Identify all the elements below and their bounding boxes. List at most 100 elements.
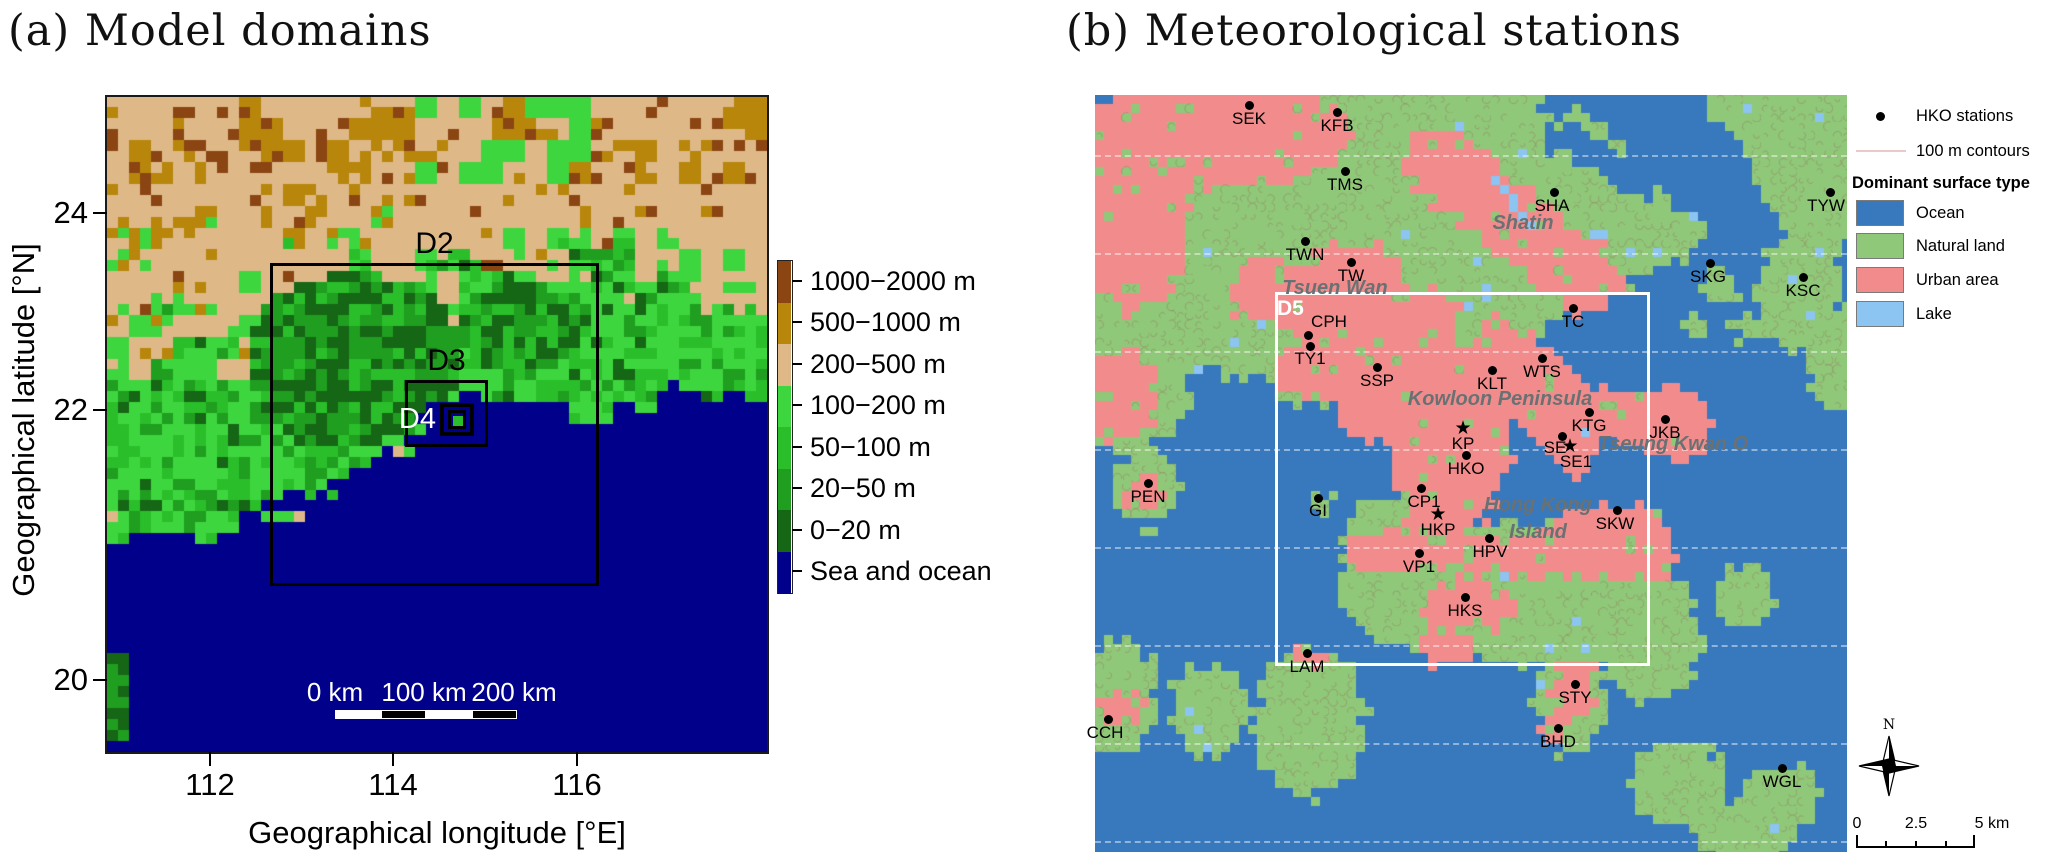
station-marker-SHA [1550, 188, 1559, 197]
legend-urban-area-label: Urban area [1916, 271, 1999, 289]
station-marker-SKW [1613, 506, 1622, 515]
station-marker-GI [1314, 494, 1323, 503]
station-label-HKS: HKS [1447, 601, 1483, 620]
colorbar-label: 500−1000 m [810, 307, 961, 338]
x-axis-tick-label-114: 114 [368, 767, 418, 802]
station-label-TMS: TMS [1327, 175, 1363, 194]
colorbar-segment [778, 344, 791, 386]
station-marker-TYW [1826, 188, 1835, 197]
innermost-domain-land-pixel [453, 416, 463, 426]
station-label-TW: TW [1337, 266, 1365, 285]
station-label-HPV: HPV [1472, 542, 1508, 561]
legend-surface-header: Dominant surface type [1852, 174, 2030, 192]
graticule-line [1095, 547, 1847, 549]
legend-ocean-label: Ocean [1916, 204, 1965, 222]
place-name-2: Kowloon Peninsula [1407, 388, 1593, 410]
graticule-line [1095, 841, 1847, 843]
station-marker-KFB [1333, 108, 1342, 117]
y-axis-tick-label-22: 22 [53, 392, 88, 427]
domain-label-D4: D4 [398, 402, 436, 435]
station-label-TY1: TY1 [1294, 349, 1326, 368]
colorbar-label: 200−500 m [810, 348, 946, 379]
scalebar-b-label-2-5: 2.5 [1904, 815, 1928, 832]
station-label-SEK: SEK [1231, 109, 1267, 128]
domain-label-D3: D3 [427, 344, 466, 377]
station-marker-CPH [1304, 331, 1313, 340]
model-domain-box-D3 [405, 380, 488, 447]
elevation-map-canvas [107, 97, 767, 752]
station-marker-CP1 [1417, 484, 1426, 493]
x-axis-title: Geographical longitude [°E] [248, 815, 626, 850]
model-domain-box-D2 [270, 263, 599, 586]
station-marker-HKO [1462, 451, 1471, 460]
colorbar-label: 0−20 m [810, 514, 901, 545]
station-marker-star-SE1: ★ [1561, 436, 1579, 457]
station-marker-KTG [1585, 408, 1594, 417]
landuse-map-canvas [1095, 95, 1847, 852]
graticule-line [1095, 351, 1847, 353]
station-marker-KLT [1488, 366, 1497, 375]
station-label-CCH: CCH [1086, 723, 1124, 742]
graticule-line [1095, 155, 1847, 157]
station-marker-CCH [1104, 715, 1113, 724]
model-domain-box-D4 [440, 403, 474, 436]
scalebar-a-segment [426, 710, 472, 719]
scalebar-a-label-1: 100 km [381, 677, 467, 707]
station-marker-PEN [1144, 479, 1153, 488]
legend-natural-land-label: Natural land [1916, 237, 2005, 255]
elevation-colorbar [777, 260, 793, 594]
station-label-WGL: WGL [1762, 772, 1802, 791]
station-label-SKW: SKW [1595, 514, 1635, 533]
graticule-line [1095, 645, 1847, 647]
x-axis-tick-label-112: 112 [185, 767, 235, 802]
graticule-line [1095, 743, 1847, 745]
station-marker-WGL [1778, 764, 1787, 773]
station-marker-TWN [1301, 237, 1310, 246]
station-marker-BHD [1554, 724, 1563, 733]
colorbar-label: Sea and ocean [810, 556, 992, 587]
y-axis-tick [93, 679, 107, 681]
y-axis-tick-label-24: 24 [53, 195, 88, 230]
station-marker-STY [1571, 680, 1580, 689]
scalebar-b-tick [1885, 841, 1887, 848]
station-label-TC: TC [1561, 312, 1585, 331]
legend-lake-label: Lake [1916, 305, 1952, 323]
domain-label-D2: D2 [415, 227, 454, 260]
station-marker-TMS [1341, 167, 1350, 176]
station-label-HKO: HKO [1447, 459, 1485, 478]
legend-swatch-ocean [1856, 200, 1904, 226]
colorbar-tick [792, 528, 802, 531]
colorbar-segment [778, 261, 791, 303]
station-label-KP: KP [1451, 434, 1475, 453]
station-label-TYW: TYW [1807, 196, 1845, 215]
colorbar-segment [778, 510, 791, 552]
y-axis-tick [93, 212, 107, 214]
station-label-VP1: VP1 [1402, 557, 1436, 576]
scalebar-a-segment [471, 710, 517, 719]
station-label-WTS: WTS [1523, 362, 1561, 381]
compass-north-label: N [1882, 717, 1896, 733]
scalebar-b-tick [1945, 841, 1947, 848]
station-marker-HPV [1485, 534, 1494, 543]
colorbar-tick [792, 570, 802, 573]
colorbar-tick [792, 487, 802, 490]
colorbar-segment [778, 302, 791, 345]
domain-label-D5: D5 [1277, 297, 1304, 320]
graticule-line [1095, 449, 1847, 451]
legend-swatch-urban-area [1856, 267, 1904, 293]
x-axis-tick-label-116: 116 [552, 767, 602, 802]
model-domain-box-inner [448, 410, 466, 429]
station-label-CP1: CP1 [1407, 492, 1441, 511]
station-label-SHA: SHA [1534, 196, 1570, 215]
station-marker-KSC [1799, 273, 1808, 282]
colorbar-label: 20−50 m [810, 473, 916, 504]
scalebar-b-label-5km: 5 km [1974, 815, 2010, 832]
station-label-CPH: CPH [1311, 312, 1347, 331]
station-marker-WTS [1538, 354, 1547, 363]
station-label-STY: STY [1558, 688, 1592, 707]
station-label-SSP: SSP [1359, 371, 1395, 390]
station-marker-SE [1558, 432, 1567, 441]
scalebar-b-tick [1915, 841, 1917, 848]
place-name-5: Island [1509, 521, 1567, 543]
